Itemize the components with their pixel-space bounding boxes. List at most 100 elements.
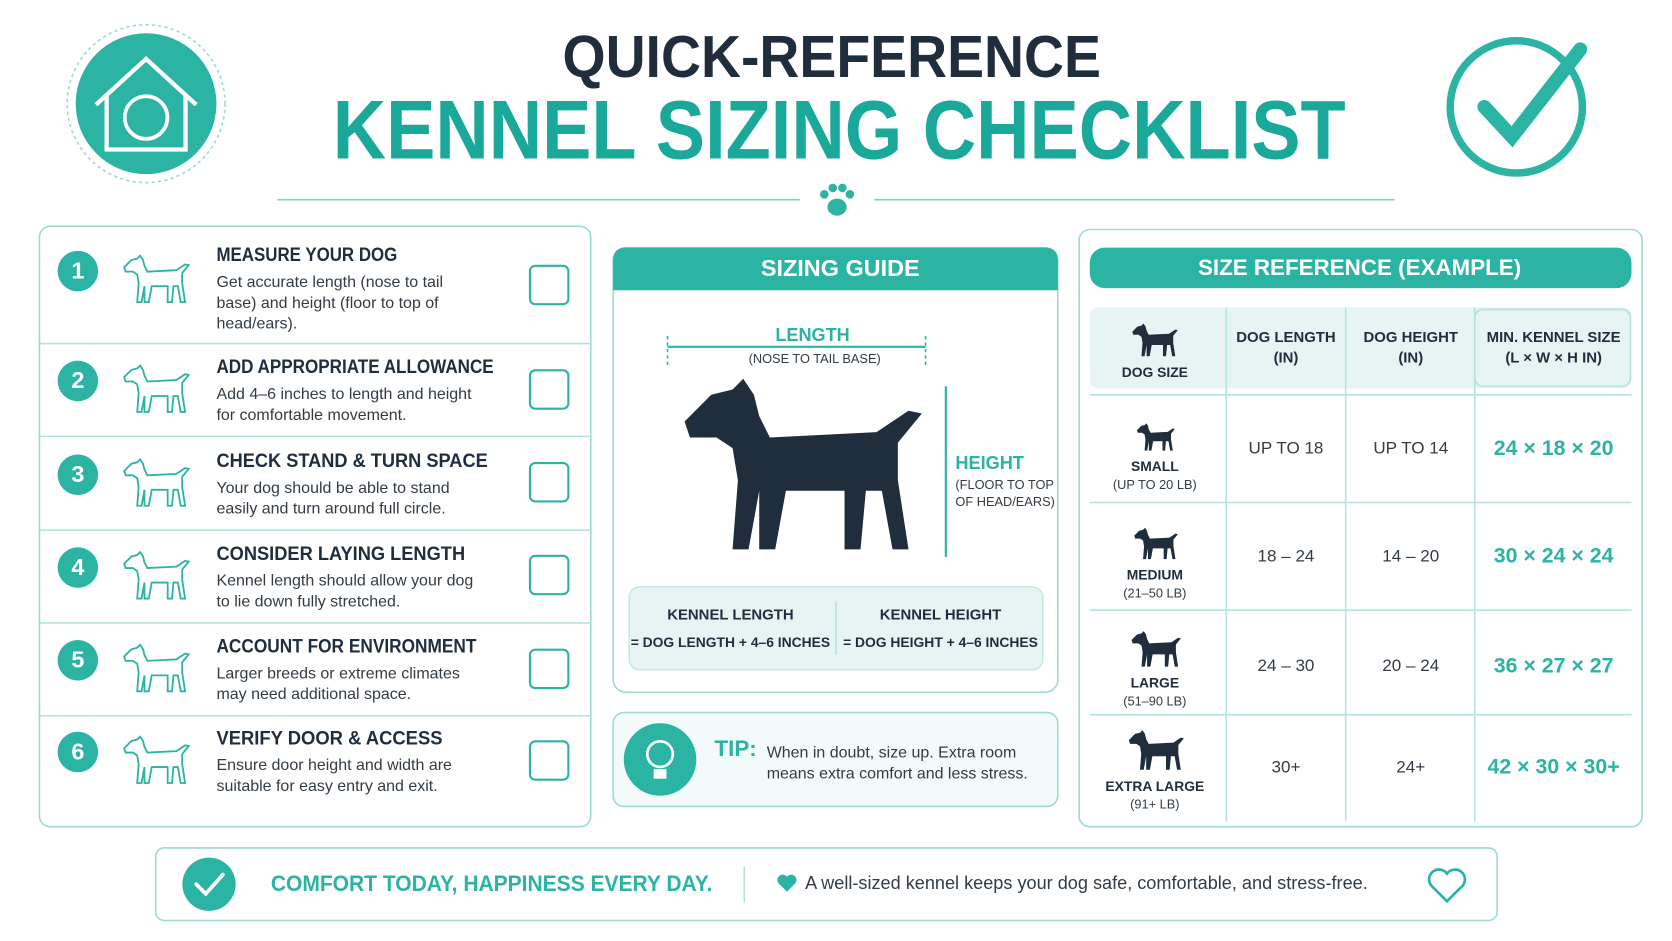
check-mark — [1477, 42, 1588, 148]
header-highlight — [1473, 308, 1632, 388]
step-text: Get accurate length (nose to tail — [216, 274, 443, 291]
step-text: base) and height (floor to top of — [216, 295, 439, 312]
column-header: DOG SIZE — [1122, 364, 1188, 380]
column-header: (IN) — [1398, 349, 1423, 366]
step-text: Kennel length should allow your dog — [216, 573, 473, 590]
step-number: 4 — [71, 554, 84, 580]
size-name: EXTRA LARGE — [1105, 778, 1204, 794]
step-title: CHECK STAND & TURN SPACE — [216, 451, 487, 472]
size-name: MEDIUM — [1127, 567, 1183, 583]
footer-check-badge — [182, 857, 236, 911]
size-weight: (UP TO 20 LB) — [1113, 477, 1197, 492]
step-text: may need additional space. — [216, 686, 411, 703]
tip-badge — [623, 723, 697, 796]
length-note: (NOSE TO TAIL BASE) — [749, 351, 881, 366]
column-header: MIN. KENNEL SIZE — [1487, 329, 1621, 346]
size-name: SMALL — [1131, 458, 1179, 474]
size-weight: (21–50 LB) — [1123, 586, 1186, 601]
logo-ring — [66, 23, 226, 184]
size-weight: (51–90 LB) — [1123, 693, 1186, 708]
height-note: OF HEAD/EARS) — [955, 494, 1054, 509]
step-title: MEASURE YOUR DOG — [216, 245, 397, 266]
step-title: VERIFY DOOR & ACCESS — [216, 728, 442, 749]
step-number: 1 — [71, 257, 84, 283]
kennel-size: 36 × 27 × 27 — [1494, 653, 1614, 677]
step-text: Ensure door height and width are — [216, 757, 452, 774]
bulb-icon — [645, 740, 675, 769]
step-title: ACCOUNT FOR ENVIRONMENT — [216, 637, 476, 658]
title: KENNEL SIZING CHECKLIST — [333, 84, 1346, 177]
dog-height: 14 – 20 — [1382, 546, 1439, 565]
panel-title: SIZE REFERENCE (EXAMPLE) — [1198, 255, 1521, 280]
dog-height: 24+ — [1396, 758, 1425, 777]
step-badge — [57, 731, 99, 773]
height-note: (FLOOR TO TOP — [955, 477, 1054, 492]
checkbox[interactable] — [528, 554, 570, 596]
formula-text: = DOG LENGTH + 4–6 INCHES — [631, 634, 830, 650]
footer-panel — [154, 847, 1498, 922]
tip-label: TIP: — [714, 736, 756, 761]
tip-text: means extra comfort and less stress. — [767, 766, 1028, 783]
heart-outline — [1427, 868, 1467, 904]
checkbox[interactable] — [528, 369, 570, 410]
step-text: head/ears). — [216, 316, 297, 333]
step-badge — [57, 640, 99, 681]
dog-face-icon — [122, 94, 170, 141]
dog-length: UP TO 18 — [1249, 439, 1324, 458]
kicker: QUICK-REFERENCE — [562, 23, 1100, 90]
step-title: ADD APPROPRIATE ALLOWANCE — [216, 357, 493, 378]
panel-header — [1089, 247, 1632, 289]
checkbox[interactable] — [528, 461, 570, 503]
check-ring — [1446, 37, 1587, 177]
panel-header — [613, 247, 1058, 291]
height-label: HEIGHT — [955, 453, 1023, 473]
panel-title: SIZING GUIDE — [761, 255, 920, 281]
step-badge — [57, 250, 99, 292]
dog-height: 20 – 24 — [1382, 656, 1439, 675]
table-header-band — [1089, 307, 1632, 389]
paw-icon — [820, 183, 855, 216]
step-text: for comfortable movement. — [216, 407, 406, 424]
step-text: Add 4–6 inches to length and height — [216, 386, 472, 403]
step-number: 5 — [71, 647, 84, 673]
footer-message: A well-sized kennel keeps your dog safe,… — [805, 873, 1368, 893]
length-label: LENGTH — [775, 325, 849, 345]
tip-panel — [612, 711, 1059, 808]
step-badge — [57, 454, 99, 496]
step-number: 3 — [71, 461, 84, 487]
step-title: CONSIDER LAYING LENGTH — [216, 544, 465, 565]
heart-icon — [777, 874, 797, 892]
column-header: DOG HEIGHT — [1364, 329, 1458, 346]
checkbox[interactable] — [528, 264, 570, 306]
footer-slogan: COMFORT TODAY, HAPPINESS EVERY DAY. — [271, 871, 712, 896]
step-text: Larger breeds or extreme climates — [216, 665, 459, 682]
house-icon — [94, 56, 198, 152]
column-header: DOG LENGTH — [1236, 329, 1335, 346]
step-text: suitable for easy entry and exit. — [216, 778, 437, 795]
tip-text: When in doubt, size up. Extra room — [767, 744, 1017, 761]
formula-text: = DOG HEIGHT + 4–6 INCHES — [843, 634, 1038, 650]
column-header: (L × W × H IN) — [1505, 349, 1602, 366]
dog-height: UP TO 14 — [1373, 439, 1448, 458]
step-badge — [57, 547, 99, 588]
size-name: LARGE — [1131, 674, 1180, 690]
formula-label: KENNEL HEIGHT — [880, 606, 1001, 623]
dog-length: 24 – 30 — [1258, 656, 1315, 675]
checkbox[interactable] — [528, 740, 570, 781]
step-number: 2 — [71, 367, 84, 393]
kennel-size: 42 × 30 × 30+ — [1488, 755, 1620, 779]
kennel-size: 30 × 24 × 24 — [1494, 543, 1614, 567]
checkbox[interactable] — [528, 648, 570, 690]
size-weight: (91+ LB) — [1130, 797, 1179, 812]
step-text: easily and turn around full circle. — [216, 501, 445, 518]
bulb-base — [653, 769, 667, 779]
step-text: Your dog should be able to stand — [216, 480, 449, 497]
step-number: 6 — [71, 738, 84, 764]
dog-length: 30+ — [1272, 758, 1301, 777]
step-badge — [57, 360, 99, 402]
footer-check — [194, 872, 225, 897]
dog-length: 18 – 24 — [1258, 546, 1315, 565]
step-text: to lie down fully stretched. — [216, 593, 400, 610]
